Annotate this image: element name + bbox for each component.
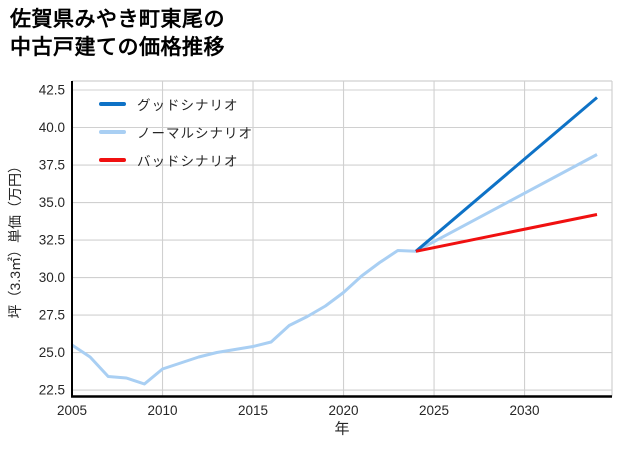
y-tick-label-25: 25.0	[39, 345, 65, 360]
bad-scenario-label: バッドシナリオ	[137, 154, 239, 169]
y-axis-label: 坪（3.3㎡）単価（万円）	[7, 159, 23, 318]
y-tick-label-35: 35.0	[39, 195, 65, 210]
x-axis-label: 年	[334, 421, 349, 438]
y-tick-label-27.5: 27.5	[39, 308, 65, 323]
page-title-line2: 中古戸建ての価格推移	[10, 35, 225, 59]
x-tick-label-2020: 2020	[329, 403, 359, 418]
normal-scenario-swatch	[99, 130, 126, 134]
legend-item-normal: ノーマルシナリオ	[99, 118, 253, 146]
bad-scenario-line	[415, 213, 598, 253]
legend: グッドシナリオ ノーマルシナリオ バッドシナリオ	[99, 90, 253, 174]
good-scenario-swatch	[99, 102, 126, 106]
legend-item-bad: バッドシナリオ	[99, 146, 253, 174]
y-tick-label-22.5: 22.5	[39, 383, 65, 398]
y-tick-label-42.5: 42.5	[39, 83, 65, 98]
good-scenario-line	[414, 96, 598, 253]
x-tick-label-2015: 2015	[238, 403, 268, 418]
page-title-line1: 佐賀県みやき町東尾の	[10, 8, 225, 31]
x-tick-label-2005: 2005	[57, 403, 87, 418]
y-tick-label-40: 40.0	[39, 120, 65, 135]
x-tick-label-2025: 2025	[419, 403, 449, 418]
bad-scenario-swatch	[99, 158, 126, 162]
normal-scenario-label: ノーマルシナリオ	[137, 126, 253, 141]
normal-scenario-line	[71, 153, 598, 386]
x-tick-label-2030: 2030	[510, 403, 540, 418]
x-tick-label-2010: 2010	[147, 403, 177, 418]
y-tick-label-32.5: 32.5	[39, 233, 65, 248]
legend-item-good: グッドシナリオ	[99, 90, 253, 118]
good-scenario-label: グッドシナリオ	[137, 98, 239, 113]
page-title: 佐賀県みやき町東尾の 中古戸建ての価格推移	[10, 6, 225, 61]
y-tick-label-30: 30.0	[39, 270, 65, 285]
y-tick-label-37.5: 37.5	[39, 158, 65, 173]
